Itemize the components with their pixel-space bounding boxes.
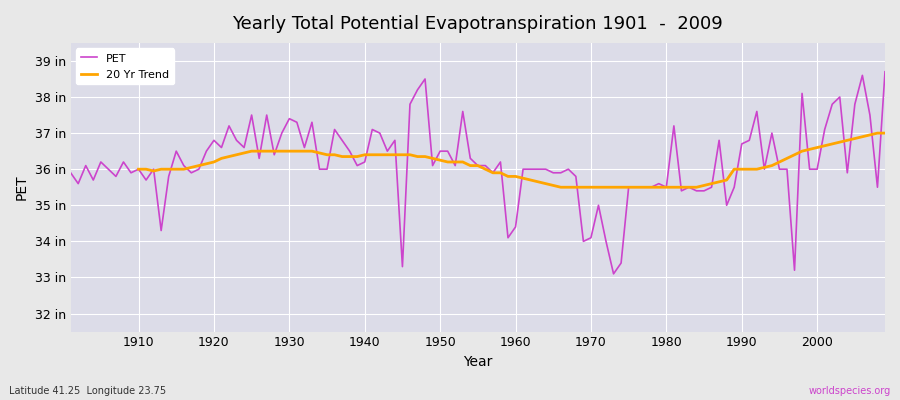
Line: 20 Yr Trend: 20 Yr Trend bbox=[139, 133, 885, 187]
Line: PET: PET bbox=[71, 72, 885, 274]
Title: Yearly Total Potential Evapotranspiration 1901  -  2009: Yearly Total Potential Evapotranspiratio… bbox=[232, 15, 724, 33]
PET bbox=[502, 235, 513, 240]
20 Yr Trend bbox=[555, 185, 566, 190]
Text: worldspecies.org: worldspecies.org bbox=[809, 386, 891, 396]
20 Yr Trend bbox=[518, 176, 528, 181]
PET bbox=[879, 69, 890, 74]
PET bbox=[337, 138, 347, 143]
20 Yr Trend bbox=[276, 149, 287, 154]
PET bbox=[292, 120, 302, 125]
20 Yr Trend bbox=[586, 185, 597, 190]
Text: Latitude 41.25  Longitude 23.75: Latitude 41.25 Longitude 23.75 bbox=[9, 386, 166, 396]
20 Yr Trend bbox=[827, 142, 838, 146]
PET bbox=[66, 170, 77, 175]
PET bbox=[600, 239, 611, 244]
20 Yr Trend bbox=[133, 167, 144, 172]
PET bbox=[126, 170, 137, 175]
Y-axis label: PET: PET bbox=[15, 174, 29, 200]
X-axis label: Year: Year bbox=[464, 355, 492, 369]
20 Yr Trend bbox=[850, 136, 860, 141]
PET bbox=[510, 224, 521, 229]
Legend: PET, 20 Yr Trend: PET, 20 Yr Trend bbox=[76, 48, 174, 84]
PET bbox=[608, 272, 619, 276]
20 Yr Trend bbox=[307, 149, 318, 154]
20 Yr Trend bbox=[872, 131, 883, 136]
20 Yr Trend bbox=[879, 131, 890, 136]
